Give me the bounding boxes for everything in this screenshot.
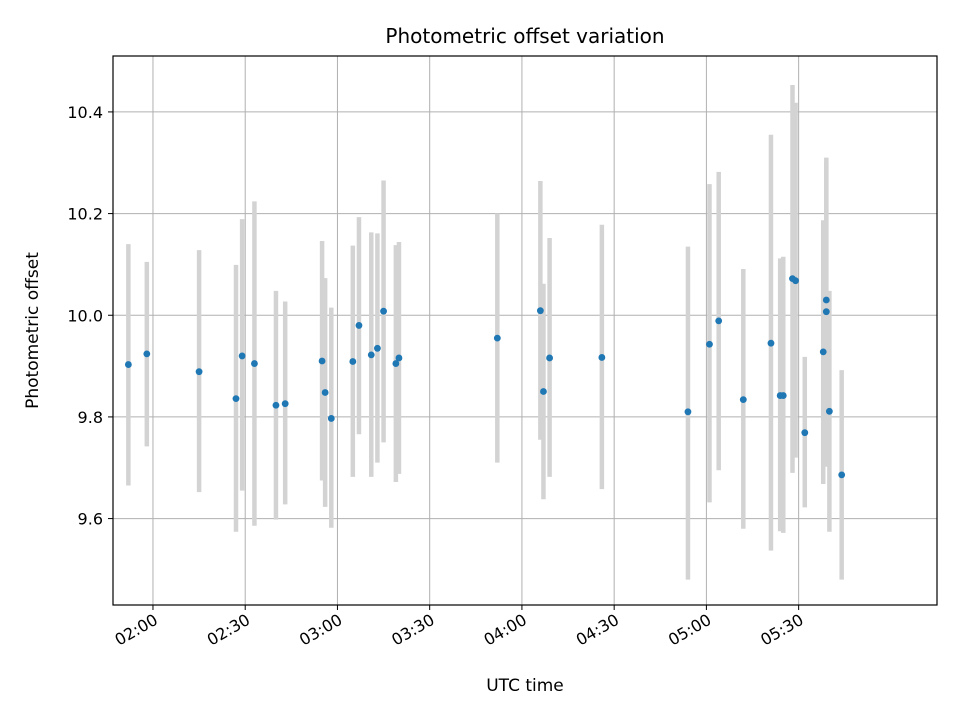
data-point <box>767 339 775 347</box>
data-point <box>546 354 553 362</box>
data-point <box>392 360 400 367</box>
plot-frame <box>112 55 938 606</box>
data-point <box>598 354 606 361</box>
data-point <box>779 392 787 399</box>
data-point <box>715 317 723 325</box>
data-point <box>251 360 258 367</box>
data-point <box>819 348 827 356</box>
data-point <box>825 407 833 415</box>
data-point <box>395 354 403 362</box>
data-point <box>374 344 381 352</box>
data-point <box>238 352 246 360</box>
y-tick-label: 10.4 <box>67 103 103 122</box>
data-point <box>318 357 326 365</box>
data-point <box>355 322 363 329</box>
data-point <box>536 307 544 315</box>
y-axis-title: Photometric offset <box>23 252 43 409</box>
data-point <box>327 415 335 422</box>
data-point <box>540 388 547 395</box>
y-tick-label: 9.6 <box>78 510 103 529</box>
data-point <box>684 408 692 416</box>
data-point <box>232 395 240 403</box>
y-tick-label: 10.2 <box>67 205 103 224</box>
data-point <box>195 368 203 376</box>
data-point <box>822 308 830 316</box>
data-point <box>367 351 375 359</box>
data-point <box>792 277 799 285</box>
data-point <box>281 400 289 408</box>
data-point <box>801 429 809 437</box>
data-point <box>706 340 713 348</box>
point-layer <box>124 275 846 479</box>
data-point <box>321 389 329 396</box>
data-point <box>822 296 830 304</box>
chart-title: Photometric offset variation <box>385 24 664 48</box>
data-point <box>349 358 357 365</box>
data-point <box>272 401 280 409</box>
grid-layer <box>113 56 937 605</box>
data-point <box>124 361 132 368</box>
y-tick-label: 9.8 <box>78 408 103 427</box>
data-point <box>739 396 747 404</box>
data-point <box>838 471 846 479</box>
y-tick-label: 10.0 <box>67 306 103 325</box>
x-axis-title: UTC time <box>486 676 564 696</box>
data-point <box>493 334 501 342</box>
data-point <box>143 350 151 358</box>
data-point <box>380 307 387 315</box>
